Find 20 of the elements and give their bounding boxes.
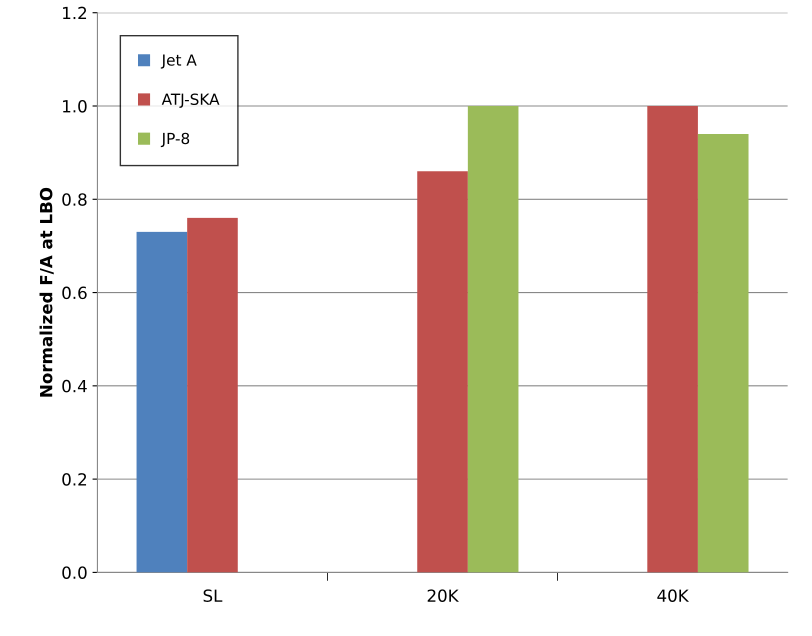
y-tick-label: 1.0 (63, 100, 87, 113)
y-axis-title: Normalized F/A at LBO (40, 188, 54, 397)
bar (417, 171, 468, 572)
bar (468, 106, 518, 572)
bar (647, 106, 698, 572)
y-tick-label: 0.6 (62, 286, 87, 300)
bar (136, 232, 188, 572)
y-tick-label: 0.4 (62, 380, 87, 392)
y-tick-label: 0.8 (62, 193, 87, 206)
y-tick-label: 1.2 (63, 6, 86, 20)
bar (187, 218, 238, 572)
y-tick-label: 0.2 (62, 473, 86, 486)
y-tick-label: 0.0 (62, 566, 87, 579)
legend-label: ATJ-SKA (162, 93, 220, 108)
x-tick-label: 40K (657, 589, 690, 602)
x-tick-label: 20K (428, 589, 459, 602)
legend-label: Jet A (160, 54, 197, 69)
legend-label: JP-8 (160, 132, 190, 148)
bar (698, 134, 749, 572)
x-tick-label: SL (204, 589, 222, 602)
